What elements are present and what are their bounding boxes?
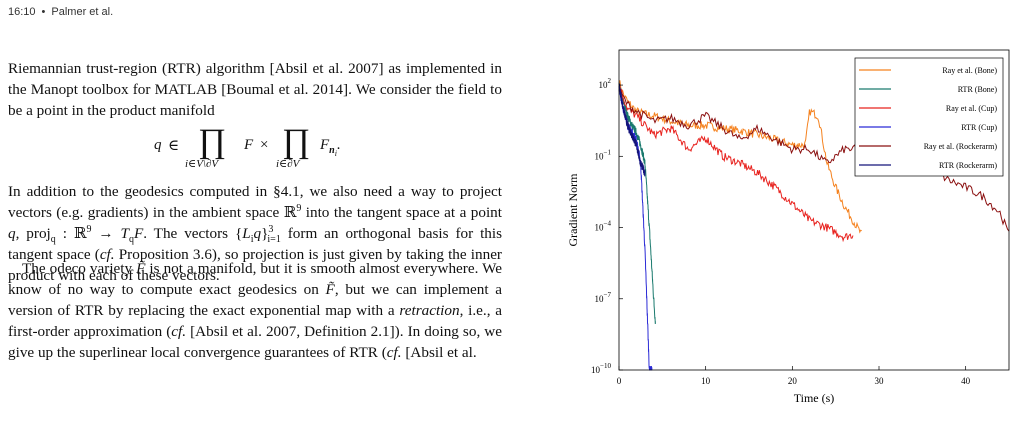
page-ref: 16:10: [8, 6, 36, 18]
series-line-1: [618, 82, 656, 325]
header-separator: •: [41, 6, 46, 18]
paragraph-rtr-intro: Riemannian trust-region (RTR) algorithm …: [8, 60, 502, 119]
legend-label-0: Ray et al. (Bone): [942, 66, 997, 75]
eq-product-1: ∏: [198, 123, 226, 160]
series-line-2: [618, 83, 854, 243]
eq-in: ∈: [168, 138, 180, 154]
legend-label-5: RTR (Rockerarm): [939, 161, 997, 170]
y-tick-label: 10−10: [591, 362, 611, 375]
legend-label-4: Ray et al. (Rockerarm): [924, 142, 998, 151]
running-header: 16:10 • Palmer et al.: [8, 6, 113, 18]
x-tick-label: 10: [701, 376, 711, 386]
product-manifold-equation: q ∈ ∏ i∈V\∂V F × ∏ i∈∂V Fni.: [154, 123, 384, 177]
eq-factor-2: Fni.: [320, 137, 341, 158]
x-tick-label: 20: [788, 376, 798, 386]
y-tick-label: 10−7: [595, 291, 612, 304]
x-tick-label: 0: [617, 376, 622, 386]
series-line-0: [618, 80, 862, 234]
y-tick-label: 10−1: [595, 148, 612, 161]
gradient-norm-figure: 0 10 20 30 40 102 10−1 10−4 10−7 10−10 Gradient N…: [555, 40, 1010, 430]
header-authors: Palmer et al.: [51, 6, 114, 18]
legend-box: [854, 57, 1004, 177]
eq-times: ×: [260, 137, 269, 153]
x-tick-label: 40: [961, 376, 971, 386]
y-tick-label: 102: [599, 77, 612, 90]
legend-label-3: RTR (Cup): [961, 123, 997, 132]
x-axis-label: Time (s): [794, 391, 835, 405]
gradient-norm-chart: 0 10 20 30 40 102 10−1 10−4 10−7 10−10 Gradient N…: [566, 49, 1010, 405]
series-line-5: [618, 83, 646, 177]
eq-factor-1: F: [244, 137, 254, 153]
series-line-4: [618, 88, 1010, 232]
paragraph-projection: In addition to the geodesics computed in…: [8, 183, 503, 284]
eq-product-1-index: i∈V\∂V: [185, 158, 219, 170]
plot-frame: [618, 49, 1010, 371]
eq-product-2: ∏: [282, 123, 310, 160]
x-tick-label: 30: [875, 376, 885, 386]
legend-label-1: RTR (Bone): [958, 85, 998, 94]
eq-product-2-index: i∈∂V: [276, 158, 300, 170]
paragraph-odeco-variety: The odeco variety F̃ is not a manifold, …: [8, 260, 502, 361]
y-axis-label: Gradient Norm: [566, 173, 580, 247]
y-tick-label: 10−4: [595, 220, 612, 233]
eq-lhs: q: [154, 137, 162, 153]
legend-label-2: Ray et al. (Cup): [946, 104, 997, 113]
